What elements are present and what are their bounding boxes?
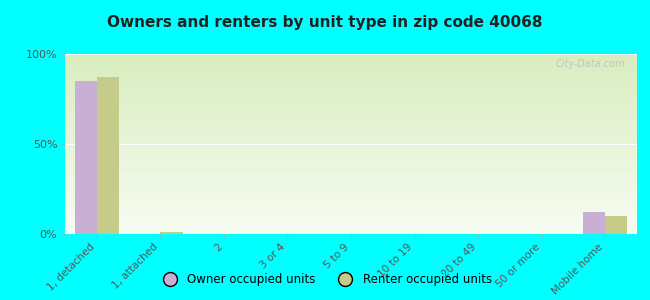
Legend: Owner occupied units, Renter occupied units: Owner occupied units, Renter occupied un… bbox=[153, 269, 497, 291]
Bar bbox=[605, 216, 627, 234]
Bar bbox=[583, 212, 605, 234]
Bar bbox=[97, 77, 119, 234]
Text: City-Data.com: City-Data.com bbox=[556, 59, 625, 69]
Text: Owners and renters by unit type in zip code 40068: Owners and renters by unit type in zip c… bbox=[107, 15, 543, 30]
Bar bbox=[75, 81, 97, 234]
Bar bbox=[161, 232, 183, 234]
